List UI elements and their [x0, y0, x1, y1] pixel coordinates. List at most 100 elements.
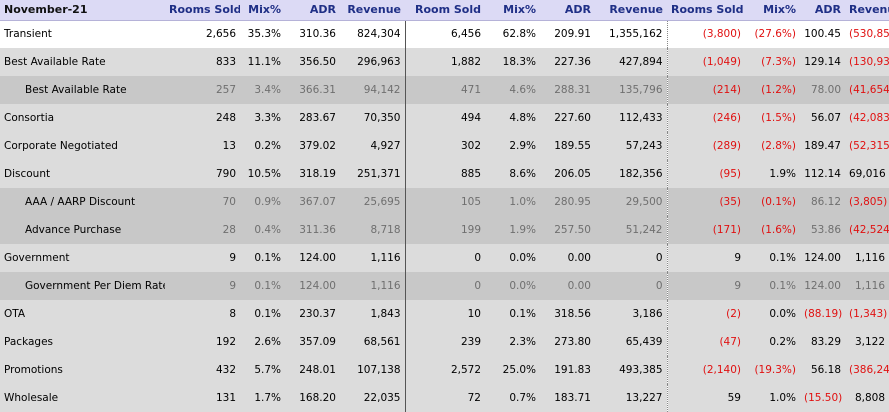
table-cell: 28 — [165, 216, 240, 244]
table-cell: 494 — [405, 104, 485, 132]
table-cell: 57,243 — [595, 132, 668, 160]
table-cell: (41,654) — [845, 76, 889, 104]
table-cell: (15.50) — [800, 384, 845, 412]
table-cell: 885 — [405, 160, 485, 188]
table-cell: (3,800) — [667, 20, 745, 48]
table-cell: 0.1% — [240, 300, 285, 328]
table-cell: 4.8% — [485, 104, 540, 132]
table-cell: 230.37 — [285, 300, 340, 328]
table-cell: (1.2%) — [745, 76, 800, 104]
table-cell: 69,016 — [845, 160, 889, 188]
table-cell: 318.19 — [285, 160, 340, 188]
table-cell: (289) — [667, 132, 745, 160]
column-header[interactable]: Rooms Sold — [667, 0, 745, 21]
table-cell: 0.00 — [540, 244, 595, 272]
table-cell: (7.3%) — [745, 48, 800, 76]
table-cell: 280.95 — [540, 188, 595, 216]
table-cell: 0.9% — [240, 188, 285, 216]
table-cell: 29,500 — [595, 188, 668, 216]
table-cell: 182,356 — [595, 160, 668, 188]
table-cell: (35) — [667, 188, 745, 216]
column-header[interactable]: Mix% — [485, 0, 540, 21]
table-cell: (2) — [667, 300, 745, 328]
table-cell: 100.45 — [800, 20, 845, 48]
table-cell: 168.20 — [285, 384, 340, 412]
table-cell: 10 — [405, 300, 485, 328]
table-cell: 10.5% — [240, 160, 285, 188]
table-cell: 227.60 — [540, 104, 595, 132]
table-cell: (95) — [667, 160, 745, 188]
column-header[interactable]: Revenue — [340, 0, 405, 21]
table-cell: (1,049) — [667, 48, 745, 76]
table-cell: 311.36 — [285, 216, 340, 244]
table-cell: 72 — [405, 384, 485, 412]
table-cell: 112,433 — [595, 104, 668, 132]
row-label: Advance Purchase — [0, 216, 165, 244]
table-cell: (171) — [667, 216, 745, 244]
table-cell: 25,695 — [340, 188, 406, 216]
table-cell: (130,931) — [845, 48, 889, 76]
column-header[interactable]: ADR — [540, 0, 595, 21]
table-row: Promotions 432 5.7% 248.01 107,138 2,572 25.0%… — [0, 356, 889, 384]
table-cell: (1.5%) — [745, 104, 800, 132]
table-cell: 1,116 — [340, 272, 406, 300]
table-cell: 302 — [405, 132, 485, 160]
table-cell: 0.1% — [745, 272, 800, 300]
table-cell: (2,140) — [667, 356, 745, 384]
column-header[interactable]: Mix% — [745, 0, 800, 21]
table-cell: 0.2% — [745, 328, 800, 356]
column-header[interactable]: Rooms Sold — [165, 0, 240, 21]
row-label: Government — [0, 244, 165, 272]
table-cell: 251,371 — [340, 160, 406, 188]
column-header[interactable]: ADR — [800, 0, 845, 21]
table-cell: 2.9% — [485, 132, 540, 160]
table-cell: (386,247) — [845, 356, 889, 384]
table-cell: 189.55 — [540, 132, 595, 160]
table-cell: 1,882 — [405, 48, 485, 76]
header-row: November-21 Rooms Sold Mix% ADR Revenue Room… — [0, 0, 889, 21]
column-header[interactable]: Room Sold — [405, 0, 485, 21]
table-cell: 493,385 — [595, 356, 668, 384]
row-label: OTA — [0, 300, 165, 328]
column-header[interactable]: Mix% — [240, 0, 285, 21]
table-cell: 0.1% — [240, 272, 285, 300]
table-cell: 11.1% — [240, 48, 285, 76]
table-cell: 4,927 — [340, 132, 406, 160]
table-cell: 248.01 — [285, 356, 340, 384]
table-cell: 4.6% — [485, 76, 540, 104]
table-cell: 432 — [165, 356, 240, 384]
table-cell: 379.02 — [285, 132, 340, 160]
table-cell: 209.91 — [540, 20, 595, 48]
table-cell: 356.50 — [285, 48, 340, 76]
table-cell: 6,456 — [405, 20, 485, 48]
column-header[interactable]: ADR — [285, 0, 340, 21]
table-cell: (246) — [667, 104, 745, 132]
table-row: AAA / AARP Discount 70 0.9% 367.07 25,695 105… — [0, 188, 889, 216]
table-cell: 59 — [667, 384, 745, 412]
row-label: Government Per Diem Rate — [0, 272, 165, 300]
column-header[interactable]: Revenue — [595, 0, 667, 21]
table-cell: 239 — [405, 328, 485, 356]
table-cell: 0.0% — [485, 272, 540, 300]
table-row: Government 9 0.1% 124.00 1,116 0 0.0% 0.00 0 9 0.1… — [0, 244, 889, 272]
table-cell: 357.09 — [285, 328, 340, 356]
row-label: Corporate Negotiated — [0, 132, 165, 160]
table-cell: 283.67 — [285, 104, 340, 132]
table-cell: 94,142 — [340, 76, 406, 104]
table-cell: 0.4% — [240, 216, 285, 244]
table-cell: 70,350 — [340, 104, 406, 132]
table-row: Packages 192 2.6% 357.09 68,561 239 2.3% 273.80… — [0, 328, 889, 356]
table-cell: 13,227 — [595, 384, 668, 412]
table-cell: (52,315) — [845, 132, 889, 160]
table-cell: 9 — [165, 244, 240, 272]
row-label: AAA / AARP Discount — [0, 188, 165, 216]
table-cell: 790 — [165, 160, 240, 188]
table-cell: 124.00 — [800, 244, 845, 272]
table-cell: (0.1%) — [745, 188, 800, 216]
table-cell: 53.86 — [800, 216, 845, 244]
table-cell: 2.6% — [240, 328, 285, 356]
row-label: Discount — [0, 160, 165, 188]
table-cell: 3.3% — [240, 104, 285, 132]
column-header[interactable]: Revenue — [845, 0, 889, 21]
table-cell: (19.3%) — [745, 356, 800, 384]
